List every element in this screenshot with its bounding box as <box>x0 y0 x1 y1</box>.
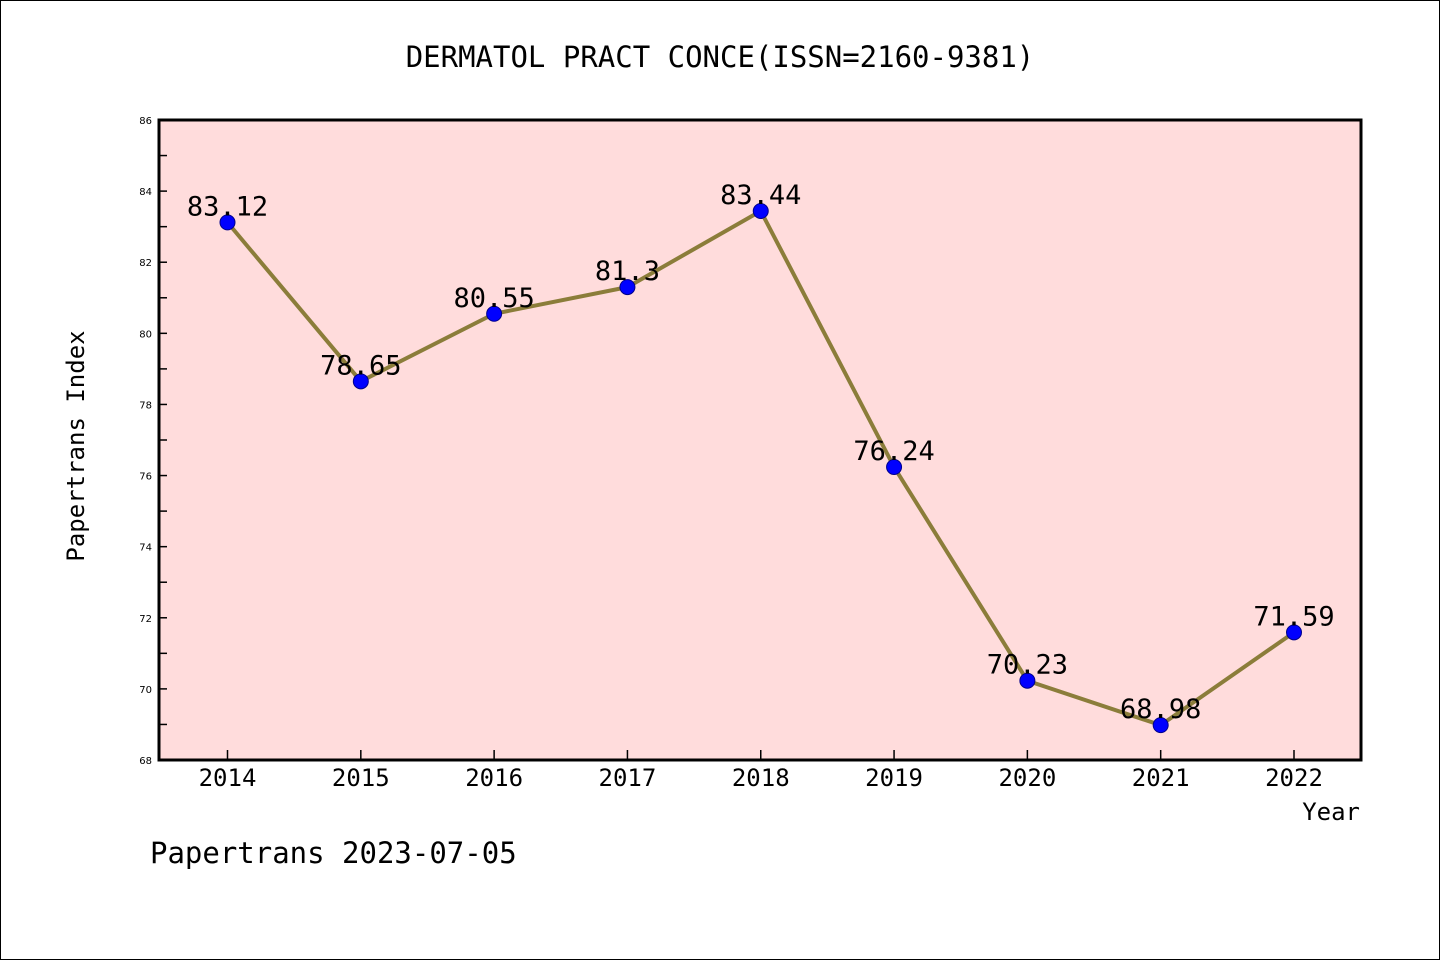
y-tick-label: 78 <box>139 400 152 411</box>
data-point-2016 <box>486 305 503 322</box>
data-label-2017: 81.3 <box>595 256 660 287</box>
y-tick-label: 86 <box>139 116 152 127</box>
data-labels: 83.12 78.65 80.55 81.3 83.44 76.24 70.23 68.98 7… <box>187 180 1335 725</box>
x-tick-label: 2019 <box>865 764 923 792</box>
y-tick-label: 76 <box>139 472 152 483</box>
y-axis-label: Papertrans Index <box>62 330 90 561</box>
data-point-2014 <box>219 214 236 231</box>
data-point-2018 <box>752 203 769 220</box>
y-tick-label: 70 <box>139 685 152 696</box>
data-point-2015 <box>352 373 369 390</box>
y-tick-label: 82 <box>139 258 152 269</box>
x-tick-label: 2017 <box>599 764 657 792</box>
data-label-2015: 78.65 <box>320 350 401 381</box>
y-tick-label: 80 <box>139 329 152 340</box>
plot-border <box>157 118 1363 762</box>
chart-title: DERMATOL PRACT CONCE(ISSN=2160-9381) <box>406 40 1035 74</box>
data-point-2022 <box>1286 624 1302 641</box>
data-label-2022: 71.59 <box>1253 601 1334 632</box>
data-label-2018: 83.44 <box>720 180 801 211</box>
x-tick-label: 2022 <box>1265 764 1323 792</box>
data-label-2016: 80.55 <box>453 283 534 314</box>
x-tick-label: 2021 <box>1132 764 1190 792</box>
data-point-2019 <box>886 459 903 476</box>
x-tick-label: 2018 <box>732 764 790 792</box>
y-tick-label: 84 <box>139 187 152 198</box>
data-markers <box>219 203 1302 734</box>
y-tick-label: 72 <box>139 614 152 625</box>
data-point-2021 <box>1152 717 1169 734</box>
data-point-2020 <box>1019 672 1036 689</box>
footer-date: Papertrans 2023-07-05 <box>150 836 517 870</box>
y-tick-label: 68 <box>139 756 152 767</box>
x-tick-label: 2016 <box>465 764 523 792</box>
x-tick-label: 2015 <box>332 764 390 792</box>
data-label-2020: 70.23 <box>987 650 1068 681</box>
data-point-2017 <box>619 279 636 296</box>
data-label-2014: 83.12 <box>187 191 268 222</box>
x-axis: 2014 2015 2016 2017 2018 2019 2020 2021 2022 <box>199 750 1323 792</box>
x-axis-label: Year <box>1302 798 1360 826</box>
data-label-2019: 76.24 <box>853 436 934 467</box>
plot-area <box>159 120 1361 760</box>
x-tick-label: 2014 <box>199 764 257 792</box>
data-label-2021: 68.98 <box>1120 694 1201 725</box>
y-tick-label: 74 <box>139 543 152 554</box>
x-tick-label: 2020 <box>998 764 1056 792</box>
